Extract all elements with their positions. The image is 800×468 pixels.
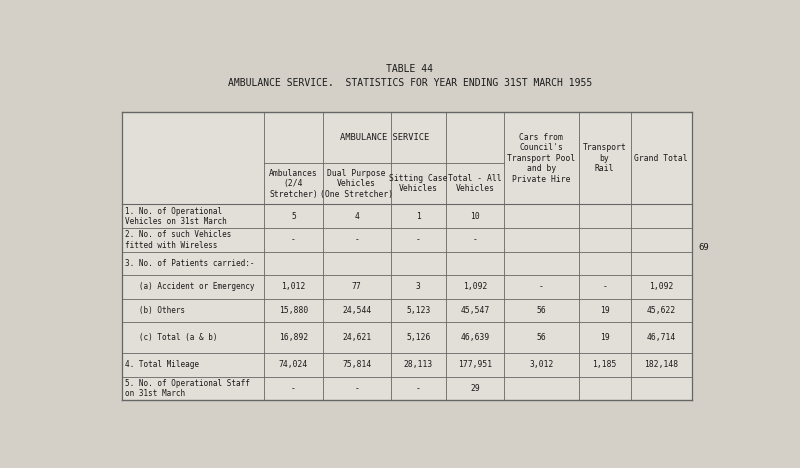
Text: 1,092: 1,092 bbox=[462, 283, 487, 292]
Text: 46,639: 46,639 bbox=[460, 333, 490, 342]
Text: 28,113: 28,113 bbox=[404, 360, 433, 369]
Text: Sitting Case
Vehicles: Sitting Case Vehicles bbox=[389, 174, 447, 193]
Text: Ambulances
(2/4
Stretcher): Ambulances (2/4 Stretcher) bbox=[269, 169, 318, 198]
Text: 74,024: 74,024 bbox=[279, 360, 308, 369]
Text: -: - bbox=[291, 384, 296, 393]
Text: -: - bbox=[416, 235, 421, 244]
Text: Total - All
Vehicles: Total - All Vehicles bbox=[448, 174, 502, 193]
Text: 45,547: 45,547 bbox=[460, 306, 490, 315]
Text: -: - bbox=[602, 283, 607, 292]
Text: 56: 56 bbox=[537, 333, 546, 342]
Text: AMBULANCE SERVICE: AMBULANCE SERVICE bbox=[339, 133, 429, 142]
Text: 29: 29 bbox=[470, 384, 480, 393]
Text: -: - bbox=[354, 384, 359, 393]
Text: 4: 4 bbox=[354, 212, 359, 221]
Text: Cars from
Council's
Transport Pool
and by
Private Hire: Cars from Council's Transport Pool and b… bbox=[507, 133, 575, 183]
Text: -: - bbox=[473, 235, 478, 244]
Text: 1. No. of Operational
Vehicles on 31st March: 1. No. of Operational Vehicles on 31st M… bbox=[125, 206, 226, 226]
Text: (b) Others: (b) Others bbox=[125, 306, 185, 315]
Text: 45,622: 45,622 bbox=[646, 306, 676, 315]
Text: 19: 19 bbox=[600, 306, 610, 315]
Text: 19: 19 bbox=[600, 333, 610, 342]
Text: 77: 77 bbox=[352, 283, 362, 292]
Text: 182,148: 182,148 bbox=[644, 360, 678, 369]
Text: 1: 1 bbox=[416, 212, 421, 221]
Text: 1,012: 1,012 bbox=[282, 283, 306, 292]
Text: 3: 3 bbox=[416, 283, 421, 292]
Text: Transport
by
Rail: Transport by Rail bbox=[582, 143, 626, 173]
Text: (a) Accident or Emergency: (a) Accident or Emergency bbox=[125, 283, 254, 292]
Text: 24,621: 24,621 bbox=[342, 333, 371, 342]
Text: 56: 56 bbox=[537, 306, 546, 315]
Text: 3,012: 3,012 bbox=[530, 360, 554, 369]
Text: 24,544: 24,544 bbox=[342, 306, 371, 315]
Text: TABLE 44: TABLE 44 bbox=[386, 64, 434, 74]
Text: 1,092: 1,092 bbox=[649, 283, 674, 292]
Text: 177,951: 177,951 bbox=[458, 360, 492, 369]
Text: 4. Total Mileage: 4. Total Mileage bbox=[125, 360, 199, 369]
Text: 69: 69 bbox=[698, 242, 709, 252]
Text: 5,123: 5,123 bbox=[406, 306, 430, 315]
Text: 10: 10 bbox=[470, 212, 480, 221]
Text: 5: 5 bbox=[291, 212, 296, 221]
Text: 15,880: 15,880 bbox=[279, 306, 308, 315]
Text: 2. No. of such Vehicles
fitted with Wireless: 2. No. of such Vehicles fitted with Wire… bbox=[125, 230, 231, 249]
Text: -: - bbox=[354, 235, 359, 244]
Text: Grand Total: Grand Total bbox=[634, 154, 688, 163]
Text: 75,814: 75,814 bbox=[342, 360, 371, 369]
Text: (c) Total (a & b): (c) Total (a & b) bbox=[125, 333, 218, 342]
Text: 16,892: 16,892 bbox=[279, 333, 308, 342]
Text: 3. No. of Patients carried:-: 3. No. of Patients carried:- bbox=[125, 259, 254, 268]
Text: Dual Purpose
Vehicles
(One Stretcher): Dual Purpose Vehicles (One Stretcher) bbox=[320, 169, 394, 198]
Text: 5. No. of Operational Staff
on 31st March: 5. No. of Operational Staff on 31st Marc… bbox=[125, 379, 250, 398]
Text: 1,185: 1,185 bbox=[593, 360, 617, 369]
Text: -: - bbox=[291, 235, 296, 244]
Text: -: - bbox=[416, 384, 421, 393]
Text: 46,714: 46,714 bbox=[646, 333, 676, 342]
Text: 5,126: 5,126 bbox=[406, 333, 430, 342]
Text: AMBULANCE SERVICE.  STATISTICS FOR YEAR ENDING 31ST MARCH 1955: AMBULANCE SERVICE. STATISTICS FOR YEAR E… bbox=[228, 78, 592, 88]
Text: -: - bbox=[539, 283, 544, 292]
